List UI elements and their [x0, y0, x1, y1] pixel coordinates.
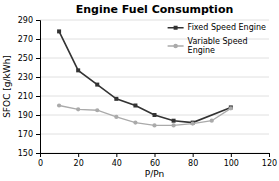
tick-mark — [36, 58, 40, 59]
tick: 100 — [224, 153, 239, 168]
legend-entry: Variable SpeedEngine — [168, 37, 248, 56]
tick-mark — [269, 153, 270, 157]
marker — [76, 107, 80, 111]
tick: 290 — [18, 16, 40, 25]
tick-label: 60 — [150, 159, 160, 168]
marker — [210, 119, 214, 123]
chart: 0 20 40 60 80 100 120 150 170 190 210 230 250 270 290 F… — [0, 0, 279, 181]
marker — [133, 104, 137, 108]
marker — [153, 113, 157, 117]
tick-label: 190 — [18, 111, 33, 120]
tick-mark — [36, 134, 40, 135]
tick-label: 20 — [74, 159, 84, 168]
legend-swatch-marker — [174, 26, 178, 30]
x-axis-label: P/Pn — [145, 169, 164, 179]
grid-line — [40, 134, 269, 135]
axis-line — [41, 154, 270, 158]
tick-mark — [36, 20, 40, 21]
tick-label: 210 — [18, 92, 33, 101]
tick-label: 100 — [224, 159, 239, 168]
marker — [95, 83, 99, 87]
marker — [171, 123, 175, 127]
tick-label: 170 — [18, 130, 33, 139]
tick-mark — [231, 153, 232, 157]
x-axis: 0 20 40 60 80 100 120 — [38, 153, 277, 168]
tick-label: 290 — [18, 16, 33, 25]
tick-label: 270 — [18, 35, 33, 44]
tick: 170 — [18, 130, 40, 139]
tick: 250 — [18, 54, 40, 63]
tick: 80 — [188, 153, 198, 168]
tick-label: 80 — [188, 159, 198, 168]
marker — [95, 108, 99, 112]
legend-label-line: Engine — [188, 46, 215, 55]
grid-line — [40, 96, 269, 97]
tick-mark — [155, 153, 156, 157]
series-line — [59, 106, 231, 126]
tick-label: 120 — [262, 159, 277, 168]
tick-label: 0 — [38, 159, 43, 168]
y-axis-label: SFOC [g/kWh] — [2, 55, 12, 118]
legend-label-line: Fixed Speed Engine — [188, 23, 266, 32]
tick-mark — [116, 153, 117, 157]
tick-mark — [78, 153, 79, 157]
tick-label: 40 — [112, 159, 122, 168]
tick: 60 — [150, 153, 160, 168]
tick-label: 150 — [18, 149, 33, 158]
marker — [57, 103, 61, 107]
legend-label: Fixed Speed Engine — [188, 23, 266, 32]
tick-label: 230 — [18, 73, 33, 82]
tick: 150 — [18, 149, 40, 158]
tick: 120 — [262, 153, 277, 168]
tick: 40 — [112, 153, 122, 168]
tick: 230 — [18, 73, 40, 82]
marker — [114, 97, 118, 101]
tick: 0 — [38, 153, 43, 168]
legend-entry: Fixed Speed Engine — [168, 23, 266, 32]
marker — [114, 115, 118, 119]
tick: 210 — [18, 92, 40, 101]
marker — [229, 106, 233, 110]
tick: 270 — [18, 35, 40, 44]
marker — [172, 119, 176, 123]
title: Engine Fuel Consumption — [76, 3, 234, 16]
axis-line — [36, 21, 41, 154]
tick: 190 — [18, 111, 40, 120]
legend-swatch-marker — [173, 44, 178, 49]
marker — [76, 68, 80, 72]
plot: 0 20 40 60 80 100 120 150 170 190 210 230 250 270 290 F… — [18, 16, 277, 168]
tick-mark — [36, 77, 40, 78]
marker — [152, 123, 156, 127]
series-line — [59, 31, 231, 122]
grid-line — [40, 20, 269, 21]
y-axis: 150 170 190 210 230 250 270 290 — [18, 16, 41, 158]
grid — [40, 20, 269, 153]
tick-mark — [36, 39, 40, 40]
marker — [57, 29, 61, 33]
tick: 20 — [74, 153, 84, 168]
tick-mark — [36, 115, 40, 116]
tick-label: 250 — [18, 54, 33, 63]
tick-mark — [36, 96, 40, 97]
tick-mark — [36, 153, 40, 154]
legend-label: Variable SpeedEngine — [188, 37, 248, 56]
grid-line — [40, 58, 269, 59]
legend: Fixed Speed Engine Variable SpeedEngine — [168, 23, 266, 55]
tick-mark — [193, 153, 194, 157]
grid-line — [40, 77, 269, 78]
marker — [191, 121, 195, 125]
legend-label-line: Variable Speed — [188, 37, 248, 46]
marker — [133, 120, 137, 124]
